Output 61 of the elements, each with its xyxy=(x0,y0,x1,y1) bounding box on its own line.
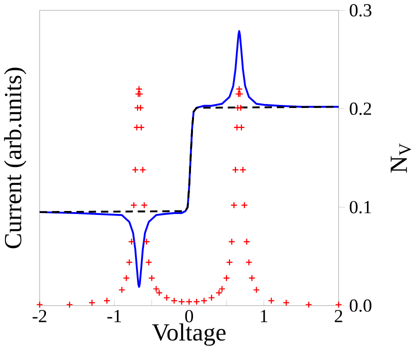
point xyxy=(130,202,138,209)
point xyxy=(143,238,150,246)
point xyxy=(36,301,44,308)
point xyxy=(233,124,240,132)
point xyxy=(145,258,152,266)
point xyxy=(126,258,133,266)
point xyxy=(268,297,275,304)
point xyxy=(156,290,163,297)
point xyxy=(178,298,186,306)
point xyxy=(193,298,200,306)
point xyxy=(232,166,239,174)
point xyxy=(305,301,312,308)
x-tick-label: 0 xyxy=(185,310,194,323)
point xyxy=(216,290,223,297)
point xyxy=(243,238,250,246)
y2-tick-label: 0.1 xyxy=(350,201,371,214)
point xyxy=(245,258,252,266)
point xyxy=(132,166,139,174)
point xyxy=(237,104,244,112)
point xyxy=(118,286,126,294)
point xyxy=(228,238,236,246)
point xyxy=(163,294,170,302)
point xyxy=(137,104,144,112)
point xyxy=(152,286,160,293)
point xyxy=(133,124,140,132)
point xyxy=(139,166,146,174)
y2-tick-label: 0.0 xyxy=(350,300,372,312)
y2-tick-label: 0.2 xyxy=(350,102,372,116)
point xyxy=(282,299,290,306)
point xyxy=(248,274,256,282)
point xyxy=(240,202,248,209)
point xyxy=(170,297,178,304)
point xyxy=(230,202,238,209)
x-tick-label: 2 xyxy=(334,310,342,322)
point xyxy=(122,274,130,282)
point xyxy=(335,301,342,308)
point xyxy=(88,299,96,306)
point xyxy=(208,294,216,302)
x-tick-label: -2 xyxy=(32,310,46,322)
point xyxy=(148,274,156,282)
point xyxy=(138,124,145,132)
x-axis-title: Voltage xyxy=(152,324,226,346)
point xyxy=(234,104,242,112)
y2-tick-label: 0.3 xyxy=(350,4,372,17)
point xyxy=(238,124,245,132)
point xyxy=(200,297,208,304)
y2-axis-title: N$_{V}$ xyxy=(390,144,411,173)
point xyxy=(186,298,193,306)
y-axis-title: Current (arb.units) xyxy=(4,68,26,248)
point xyxy=(252,286,260,294)
line-series xyxy=(38,106,340,214)
point xyxy=(218,286,226,293)
point xyxy=(103,297,110,304)
point xyxy=(226,258,233,266)
point xyxy=(222,274,230,282)
point xyxy=(66,301,74,308)
point xyxy=(128,238,136,246)
point xyxy=(140,202,148,209)
x-tick-label: 1 xyxy=(260,310,268,322)
point xyxy=(239,166,246,174)
x-tick-label: -1 xyxy=(107,310,121,322)
